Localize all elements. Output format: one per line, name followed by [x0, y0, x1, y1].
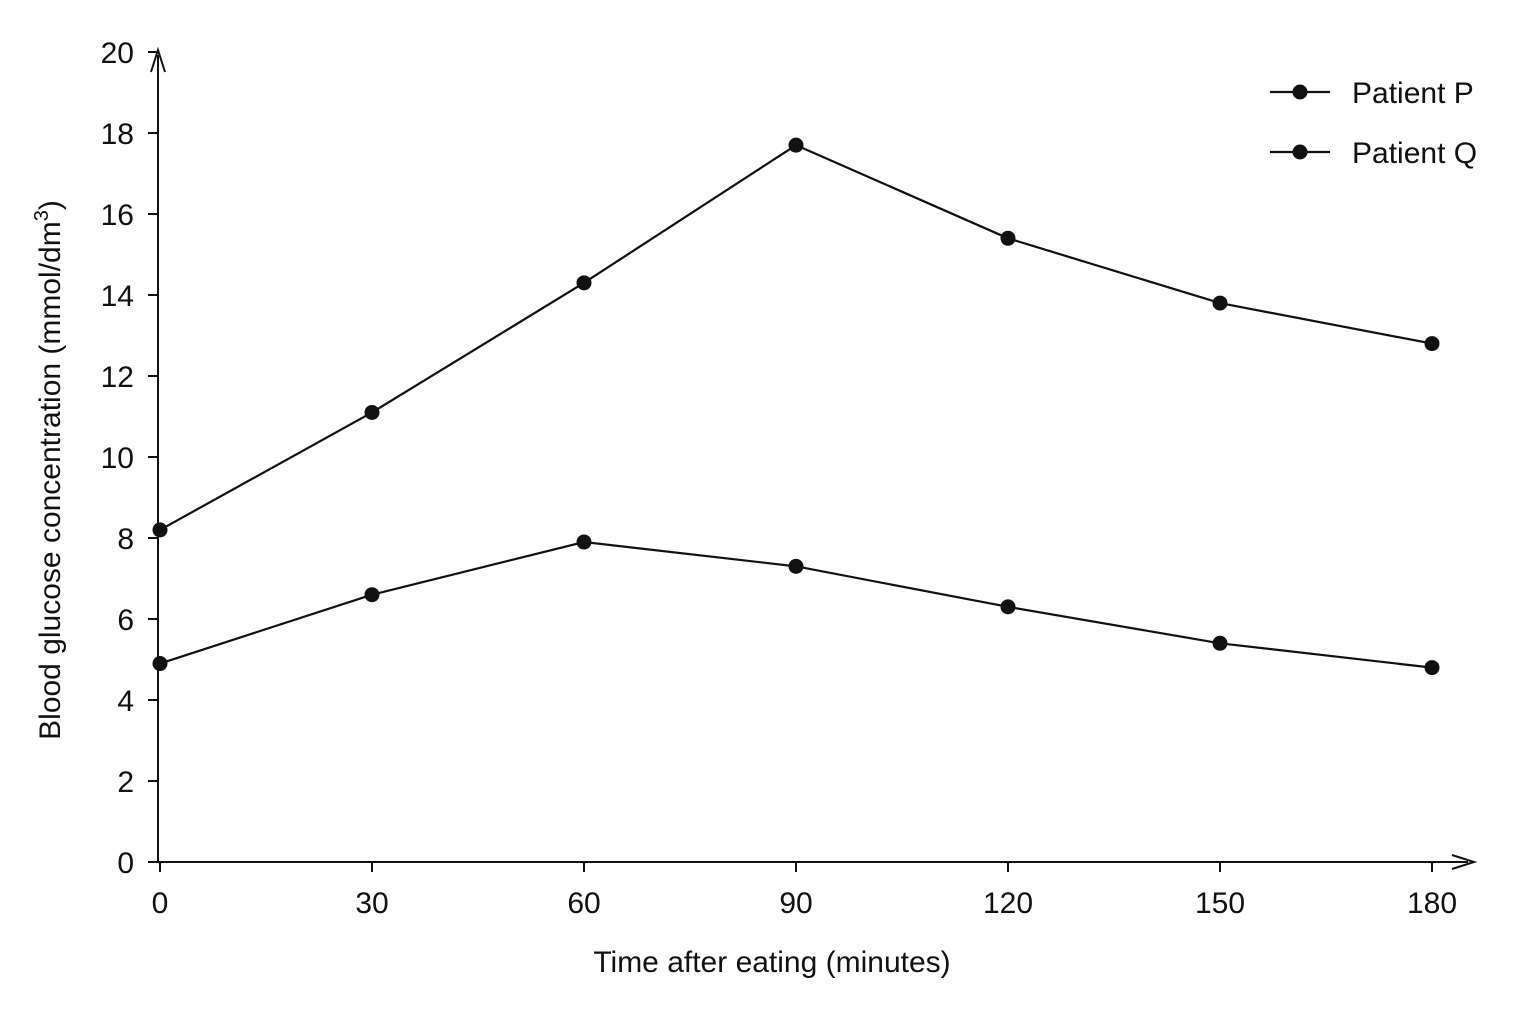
axes [150, 46, 1478, 870]
legend-item-patient-p: Patient P [1270, 77, 1474, 110]
y-axis-title-main: Blood glucose concentration (mmol/dm [34, 221, 67, 740]
x-tick-label: 150 [1195, 887, 1245, 920]
x-ticks: 0 30 60 90 120 150 180 [152, 862, 1457, 920]
legend: Patient P Patient Q [1270, 77, 1477, 170]
x-tick-label: 30 [355, 887, 388, 920]
legend-marker-patient-q [1292, 144, 1308, 160]
legend-item-patient-q: Patient Q [1270, 137, 1477, 170]
data-point-patient-p [1212, 295, 1228, 311]
y-tick-label: 8 [117, 523, 134, 556]
x-tick-label: 0 [152, 887, 169, 920]
y-tick-label: 4 [117, 685, 134, 718]
data-point-patient-p [1000, 230, 1016, 246]
data-point-patient-q [788, 558, 804, 574]
y-axis-title-close: ) [34, 200, 67, 210]
data-point-patient-q [1000, 599, 1016, 615]
data-point-patient-p [152, 522, 168, 538]
y-ticks: 0 2 4 6 8 10 12 14 16 18 20 [101, 37, 158, 880]
series-patient-p [152, 137, 1440, 538]
y-tick-label: 14 [101, 280, 134, 313]
data-point-patient-q [364, 587, 380, 603]
data-point-patient-p [364, 404, 380, 420]
y-tick-label: 18 [101, 118, 134, 151]
y-tick-label: 10 [101, 442, 134, 475]
legend-label-patient-p: Patient P [1352, 77, 1474, 110]
data-point-patient-q [576, 534, 592, 550]
y-tick-label: 2 [117, 766, 134, 799]
x-axis-arrow [1451, 854, 1478, 870]
series-layer [152, 137, 1440, 676]
data-point-patient-p [576, 275, 592, 291]
y-axis-title: Blood glucose concentration (mmol/dm3) [31, 200, 67, 740]
x-tick-label: 120 [983, 887, 1033, 920]
data-point-patient-p [788, 137, 804, 153]
y-tick-label: 20 [101, 37, 134, 70]
y-tick-label: 16 [101, 199, 134, 232]
data-point-patient-p [1424, 336, 1440, 352]
y-tick-label: 6 [117, 604, 134, 637]
legend-label-patient-q: Patient Q [1352, 137, 1477, 170]
data-point-patient-q [1212, 635, 1228, 651]
y-axis-title-superscript: 3 [31, 210, 53, 221]
y-tick-label: 0 [117, 847, 134, 880]
series-line-patient-p [159, 143, 1433, 531]
x-tick-label: 60 [567, 887, 600, 920]
series-patient-q [152, 534, 1440, 676]
legend-marker-patient-p [1292, 84, 1308, 100]
y-axis-arrow [150, 46, 166, 73]
data-point-patient-q [152, 656, 168, 672]
y-tick-label: 12 [101, 361, 134, 394]
data-point-patient-q [1424, 660, 1440, 676]
x-axis-title: Time after eating (minutes) [593, 946, 950, 979]
x-tick-label: 90 [779, 887, 812, 920]
x-tick-label: 180 [1407, 887, 1457, 920]
